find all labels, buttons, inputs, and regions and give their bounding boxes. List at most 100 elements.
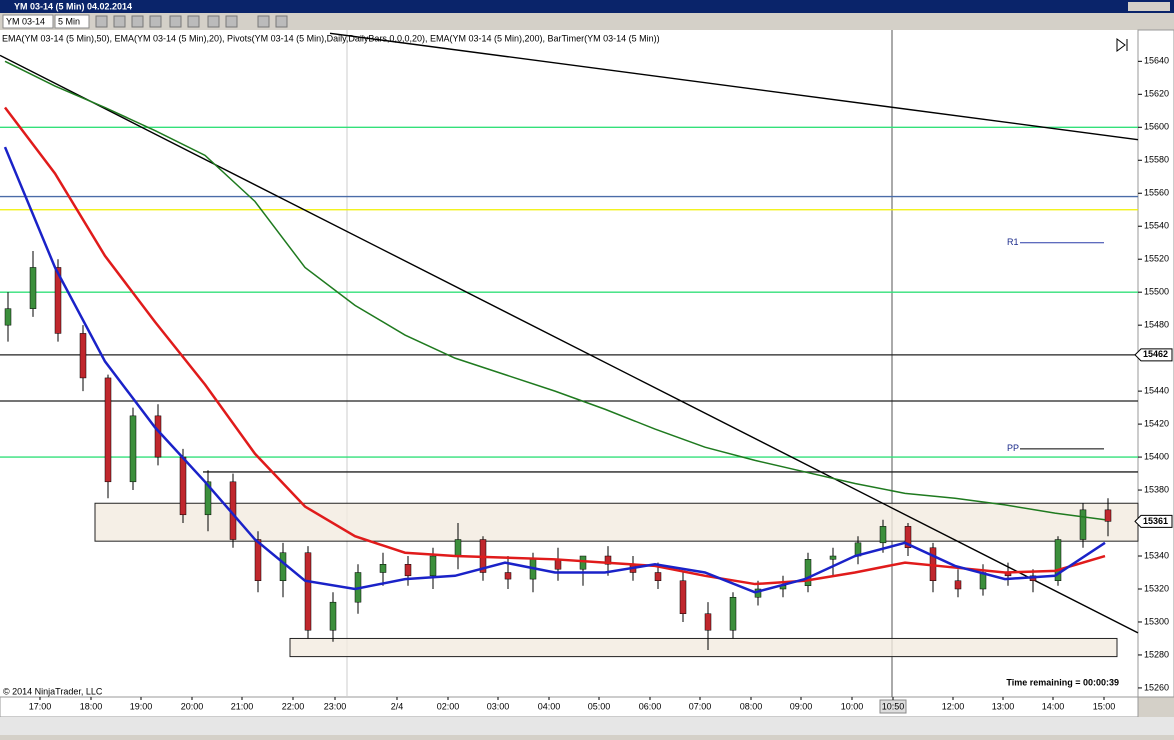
trendline (329, 32, 1139, 141)
price-tag-label: 15462 (1143, 349, 1168, 359)
zone-box (94, 502, 1139, 542)
candle-body (329, 601, 337, 631)
y-tick-label: 15300 (1144, 616, 1169, 626)
y-tick-label: 15640 (1144, 56, 1169, 66)
ema-line (3, 146, 1106, 594)
price-tag (1134, 348, 1173, 362)
x-tick-label: 17:00 (29, 701, 52, 711)
pivot-label: PP (1007, 443, 1019, 453)
y-tick-label: 15400 (1144, 451, 1169, 461)
candle-body (79, 333, 87, 379)
candle-body (379, 564, 387, 573)
y-tick-label: 15520 (1144, 254, 1169, 264)
y-tick-label: 15560 (1144, 188, 1169, 198)
candle-body (954, 580, 962, 590)
candle-body (279, 552, 287, 581)
x-tick-label: 10:00 (841, 701, 864, 711)
y-tick-label: 15280 (1144, 649, 1169, 659)
x-tick-label: 02:00 (437, 701, 460, 711)
x-tick-label: 04:00 (538, 701, 561, 711)
x-tick-label: 05:00 (588, 701, 611, 711)
x-tick-label: 2/4 (391, 701, 404, 711)
copyright: © 2014 NinjaTrader, LLC (3, 686, 103, 696)
x-tick-label: 08:00 (740, 701, 763, 711)
ema-line (4, 60, 1106, 521)
candle-body (729, 596, 737, 631)
x-tick-label: 23:00 (324, 701, 347, 711)
x-tick-label: 21:00 (231, 701, 254, 711)
scroll-end-icon[interactable] (1116, 38, 1128, 52)
candle-body (804, 559, 812, 586)
title-bar (0, 0, 1174, 13)
toolbar-icons[interactable] (95, 15, 288, 28)
y-tick-label: 15480 (1144, 320, 1169, 330)
y-tick-label: 15420 (1144, 418, 1169, 428)
toolbar (0, 13, 1174, 30)
zone-box (289, 637, 1118, 658)
x-tick-label: 20:00 (181, 701, 204, 711)
candle-body (654, 572, 662, 581)
candle-body (129, 415, 137, 483)
y-tick-label: 15380 (1144, 484, 1169, 494)
price-tag (1134, 514, 1173, 528)
pivot-label: R1 (1007, 237, 1019, 247)
candle-body (704, 613, 712, 631)
candle-body (429, 555, 437, 577)
candle-body (29, 267, 37, 309)
candle-body (604, 555, 612, 565)
x-tick-label: 07:00 (689, 701, 712, 711)
candle-body (679, 580, 687, 614)
x-tick-label: 13:00 (992, 701, 1015, 711)
x-tick-label: 19:00 (130, 701, 153, 711)
instrument-select[interactable] (2, 14, 54, 29)
y-tick-label: 15320 (1144, 583, 1169, 593)
candle-body (104, 377, 112, 483)
x-tick-label: 09:00 (790, 701, 813, 711)
candle-body (504, 572, 512, 580)
candle-body (829, 555, 837, 560)
x-tick-label: 22:00 (282, 701, 305, 711)
candle-body (404, 564, 412, 577)
x-tick-label: 03:00 (487, 701, 510, 711)
y-tick-label: 15620 (1144, 89, 1169, 99)
candle-body (579, 555, 587, 570)
candle-body (304, 552, 312, 631)
candle-body (1054, 539, 1062, 581)
window-buttons[interactable] (1128, 2, 1170, 11)
y-tick-label: 15500 (1144, 287, 1169, 297)
candle-body (904, 526, 912, 549)
y-tick-label: 15340 (1144, 550, 1169, 560)
x-tick-label: 12:00 (942, 701, 965, 711)
price-tag-label: 15361 (1143, 516, 1168, 526)
plot-area (0, 30, 1138, 697)
x-tick-label: 15:00 (1093, 701, 1116, 711)
indicator-legend: EMA(YM 03-14 (5 Min),50), EMA(YM 03-14 (… (2, 33, 660, 43)
bar-timer: Time remaining = 00:00:39 (1006, 677, 1119, 687)
y-tick-label: 15540 (1144, 221, 1169, 231)
candle-body (254, 539, 262, 581)
candle-body (454, 539, 462, 557)
price-axis (1137, 29, 1174, 698)
y-tick-label: 15260 (1144, 682, 1169, 692)
trendline (0, 54, 1139, 634)
plot-layer: R1 PP (0, 32, 1139, 658)
window-title: YM 03-14 (5 Min) 04.02.2014 (14, 1, 132, 11)
instrument: YM 03-14 (6, 16, 45, 26)
candle-body (154, 415, 162, 458)
y-tick-label: 15580 (1144, 155, 1169, 165)
candle-body (879, 526, 887, 544)
x-tick-label: 10:50 (882, 701, 905, 711)
candle-body (4, 308, 12, 326)
candle-body (204, 481, 212, 516)
scrollbar[interactable] (0, 717, 1174, 735)
candle-body (1104, 509, 1112, 522)
candle-body (179, 456, 187, 516)
interval-select[interactable] (54, 14, 90, 29)
candle-body (1079, 509, 1087, 540)
time-axis (0, 696, 1139, 718)
ema-line (4, 106, 1106, 586)
y-tick-label: 15600 (1144, 122, 1169, 132)
x-tick-label: 06:00 (639, 701, 662, 711)
candle-body (54, 267, 62, 334)
